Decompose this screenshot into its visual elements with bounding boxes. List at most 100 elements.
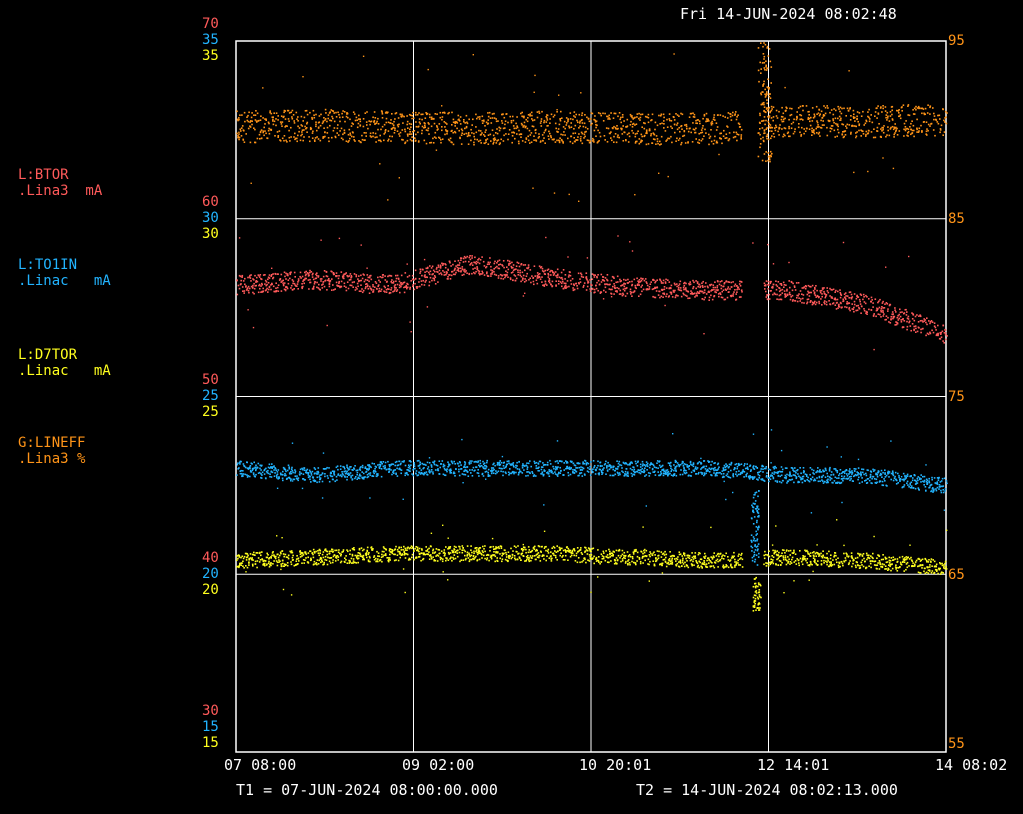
data-point xyxy=(647,288,650,291)
data-point xyxy=(460,134,463,136)
data-point xyxy=(310,271,313,273)
data-point xyxy=(440,273,443,276)
data-point xyxy=(723,298,726,301)
data-point xyxy=(474,138,476,141)
data-point xyxy=(640,469,642,471)
data-point xyxy=(329,474,332,477)
data-point xyxy=(641,284,643,287)
data-point xyxy=(654,286,657,289)
data-point xyxy=(293,122,296,124)
data-point xyxy=(675,140,677,142)
data-point xyxy=(427,466,430,468)
data-point xyxy=(667,462,670,464)
data-point xyxy=(628,281,631,283)
data-point xyxy=(603,463,606,466)
data-point xyxy=(361,134,363,137)
outlier-point xyxy=(426,306,429,308)
data-point xyxy=(485,265,488,268)
data-point xyxy=(307,275,310,277)
data-point xyxy=(721,296,724,299)
data-point xyxy=(803,470,805,472)
data-point xyxy=(448,111,450,114)
outlier-point xyxy=(379,163,381,165)
data-point xyxy=(873,128,875,130)
data-point xyxy=(700,290,702,292)
data-point xyxy=(727,475,729,478)
data-point xyxy=(543,463,546,466)
data-point xyxy=(461,473,464,475)
data-point xyxy=(384,275,386,277)
data-point xyxy=(334,136,337,139)
data-point xyxy=(538,276,541,279)
data-point xyxy=(807,284,810,287)
data-point xyxy=(358,475,361,477)
data-point xyxy=(258,284,260,287)
data-point xyxy=(576,462,578,464)
data-point xyxy=(337,277,340,280)
data-point xyxy=(736,467,738,470)
data-point xyxy=(786,290,788,292)
data-point xyxy=(384,131,386,134)
data-point xyxy=(905,308,907,311)
data-point xyxy=(418,281,420,283)
data-point xyxy=(802,475,805,478)
data-point xyxy=(368,464,371,466)
data-point xyxy=(874,111,877,113)
data-point xyxy=(569,468,572,470)
data-point xyxy=(247,120,250,123)
data-point xyxy=(302,120,304,122)
data-point xyxy=(547,268,550,271)
data-point xyxy=(316,136,318,138)
data-point xyxy=(682,135,684,137)
data-point xyxy=(829,130,832,133)
data-point xyxy=(858,307,861,310)
data-point xyxy=(602,112,604,115)
data-point xyxy=(492,463,494,466)
data-point xyxy=(607,118,609,120)
outlier-point xyxy=(818,126,820,128)
data-point xyxy=(517,262,520,264)
data-point xyxy=(635,140,637,143)
data-point xyxy=(428,462,431,464)
data-point xyxy=(463,119,465,121)
data-point xyxy=(603,135,606,137)
data-point xyxy=(713,288,715,291)
data-point xyxy=(555,285,557,287)
data-point xyxy=(778,480,781,483)
data-point xyxy=(349,132,351,135)
data-point xyxy=(579,472,581,475)
data-point xyxy=(698,292,700,294)
data-point xyxy=(626,118,629,121)
data-point xyxy=(344,472,347,475)
data-point xyxy=(834,291,836,293)
data-point xyxy=(675,470,677,472)
data-point xyxy=(782,479,784,482)
data-point xyxy=(808,117,811,120)
data-point xyxy=(360,141,362,144)
data-point xyxy=(237,136,240,138)
data-point xyxy=(735,131,738,134)
data-point xyxy=(549,122,551,124)
data-point xyxy=(862,130,864,133)
data-point xyxy=(375,122,378,124)
data-point xyxy=(560,277,562,279)
data-point xyxy=(552,274,555,276)
data-point xyxy=(572,462,575,465)
data-point xyxy=(796,117,798,119)
data-point xyxy=(569,112,572,114)
data-point xyxy=(663,120,665,122)
data-point xyxy=(798,481,801,483)
data-point xyxy=(790,123,793,125)
data-point xyxy=(591,287,594,290)
data-point xyxy=(714,462,716,464)
data-point xyxy=(365,135,367,137)
data-point xyxy=(540,468,543,471)
data-point xyxy=(898,109,900,111)
data-point xyxy=(819,290,822,292)
data-point xyxy=(519,269,521,272)
data-point xyxy=(811,303,814,306)
data-point xyxy=(477,472,480,475)
data-point xyxy=(788,291,791,294)
data-point xyxy=(664,281,667,283)
data-point xyxy=(323,270,326,272)
